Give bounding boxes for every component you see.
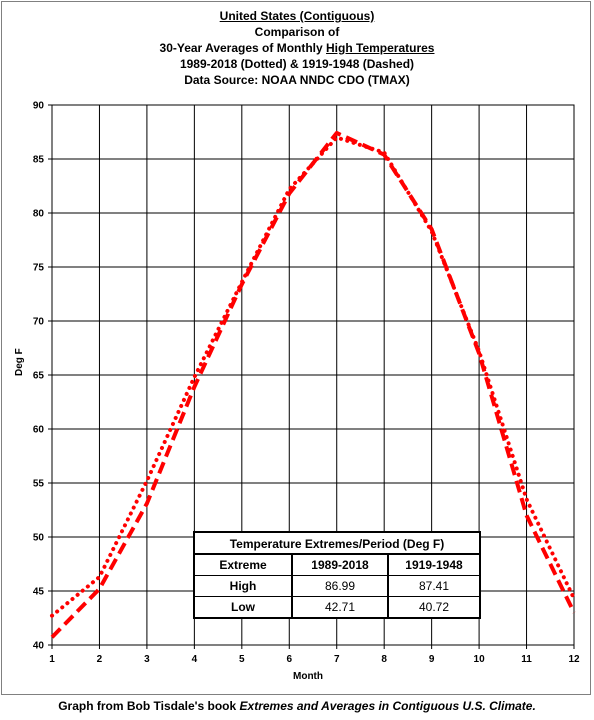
series-line-1919-1948 — [50, 130, 576, 639]
title-line-3: 30-Year Averages of Monthly High Tempera… — [159, 41, 435, 55]
x-tick-label: 11 — [521, 654, 532, 665]
y-tick-label: 65 — [33, 371, 45, 382]
title-line-2: Comparison of — [254, 25, 340, 39]
y-tick-label: 50 — [33, 533, 45, 544]
title-line-4: 1989-2018 (Dotted) & 1919-1948 (Dashed) — [179, 57, 415, 71]
table-header-extreme: Extreme — [195, 555, 293, 575]
footer-book-title: Extremes and Averages in Contiguous U.S.… — [239, 699, 536, 713]
y-tick-label: 75 — [33, 263, 45, 274]
y-tick-label: 55 — [33, 479, 45, 490]
table-cell-label: Low — [195, 597, 293, 618]
x-tick-label: 1 — [49, 654, 55, 665]
title-line-5: Data Source: NOAA NNDC CDO (TMAX) — [184, 73, 410, 87]
table-header-period-1: 1989-2018 — [293, 555, 389, 575]
y-tick-label: 60 — [33, 425, 45, 436]
table-cell-value: 40.72 — [418, 600, 450, 614]
y-tick-label: 45 — [33, 587, 45, 598]
table-title: Temperature Extremes/Period (Deg F) — [195, 533, 479, 555]
x-tick-label: 3 — [144, 654, 150, 665]
table-cell-value: 86.99 — [293, 576, 389, 596]
x-axis-label: Month — [293, 671, 323, 682]
extremes-table: Temperature Extremes/Period (Deg F) Extr… — [193, 531, 481, 619]
y-tick-label: 90 — [33, 101, 45, 112]
table-cell-label: High — [195, 576, 293, 596]
x-tick-label: 9 — [429, 654, 435, 665]
source-footer: Graph from Bob Tisdale's book Extremes a… — [0, 699, 594, 713]
table-header-row: Extreme 1989-2018 1919-1948 — [195, 555, 479, 576]
table-row: Low 42.71 40.72 — [195, 597, 479, 618]
x-tick-label: 4 — [192, 654, 198, 665]
chart-title: United States (Contiguous) Comparison of… — [0, 8, 594, 88]
table-cell-value: 87.41 — [418, 579, 450, 593]
y-tick-label: 80 — [33, 209, 45, 220]
y-tick-label: 85 — [33, 155, 45, 166]
x-tick-label: 5 — [239, 654, 245, 665]
x-tick-label: 8 — [381, 654, 387, 665]
chart-frame — [1, 1, 591, 695]
table-row: High 86.99 87.41 — [195, 576, 479, 597]
x-tick-label: 12 — [568, 654, 580, 665]
y-tick-label: 70 — [33, 317, 45, 328]
x-tick-label: 10 — [474, 654, 486, 665]
y-axis-label: Deg F — [14, 348, 25, 376]
y-tick-label: 40 — [33, 641, 45, 652]
title-line-1: United States (Contiguous) — [219, 9, 375, 23]
footer-prefix: Graph from Bob Tisdale's book — [58, 699, 240, 713]
x-tick-label: 2 — [97, 654, 103, 665]
table-cell-value: 42.71 — [293, 597, 389, 618]
x-tick-label: 6 — [286, 654, 292, 665]
x-tick-label: 7 — [334, 654, 340, 665]
table-header-period-2: 1919-1948 — [405, 558, 463, 572]
